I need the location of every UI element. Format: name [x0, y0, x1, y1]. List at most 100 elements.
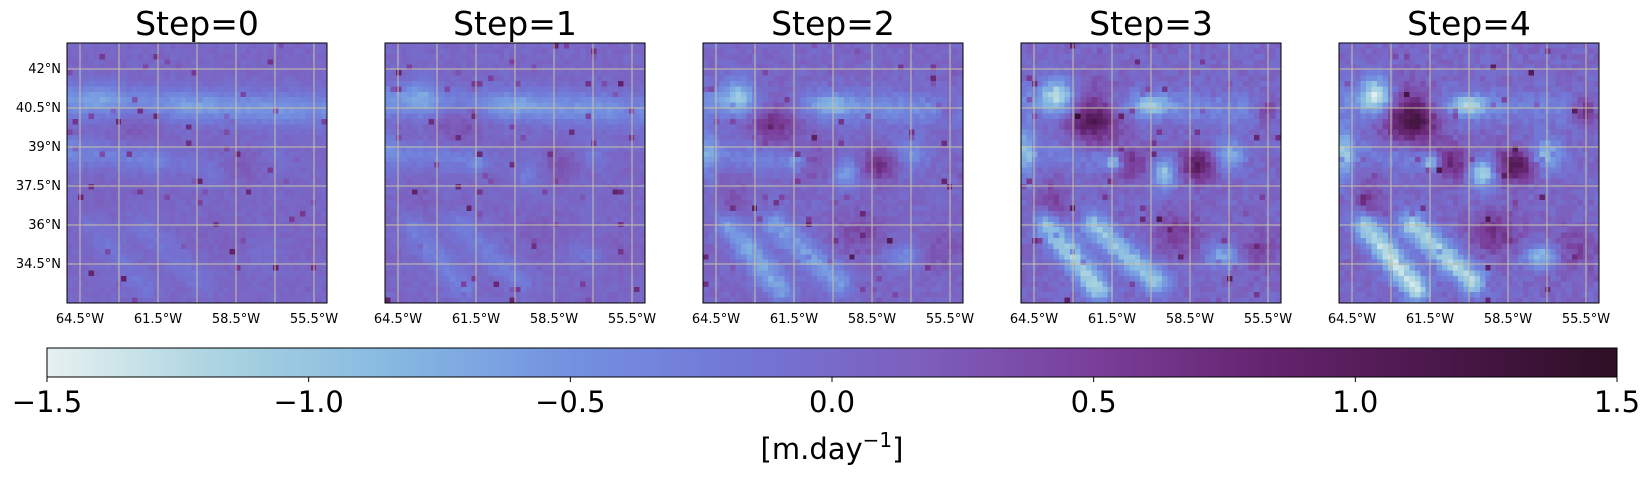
- heatmap-cell: [563, 108, 570, 114]
- heatmap-cell: [482, 216, 489, 223]
- heatmap-cell: [132, 194, 138, 201]
- heatmap-cell: [778, 75, 785, 82]
- heatmap-cell: [240, 151, 247, 158]
- heatmap-cell: [477, 140, 483, 147]
- heatmap-cell: [466, 75, 473, 82]
- heatmap-cell: [234, 216, 241, 223]
- heatmap-cell: [466, 281, 473, 288]
- heatmap-cell: [229, 75, 236, 82]
- heatmap-cell: [762, 75, 769, 82]
- heatmap-cell: [121, 265, 127, 271]
- heatmap-cell: [256, 194, 263, 201]
- heatmap-cell: [299, 156, 306, 163]
- heatmap-cell: [498, 48, 505, 55]
- heatmap-cell: [316, 194, 322, 201]
- heatmap-cell: [455, 286, 462, 293]
- heatmap-cell: [272, 80, 279, 87]
- heatmap-cell: [153, 43, 160, 49]
- heatmap-cell: [234, 162, 241, 168]
- heatmap-cell: [88, 254, 95, 261]
- heatmap-cell: [395, 265, 402, 271]
- heatmap-cell: [299, 189, 306, 196]
- heatmap-cell: [278, 75, 285, 82]
- heatmap-cell: [795, 53, 801, 60]
- heatmap-cell: [218, 108, 225, 114]
- heatmap-cell: [417, 124, 424, 131]
- heatmap-cell: [881, 59, 888, 66]
- heatmap-cell: [542, 275, 548, 282]
- heatmap-cell: [504, 194, 510, 201]
- heatmap-cell: [822, 59, 828, 66]
- heatmap-cell: [428, 243, 435, 250]
- heatmap-cell: [601, 200, 608, 206]
- heatmap-cell: [536, 70, 543, 76]
- heatmap-cell: [439, 53, 445, 60]
- heatmap-cell: [569, 183, 575, 190]
- heatmap-cell: [509, 173, 516, 179]
- heatmap-cell: [245, 259, 252, 266]
- heatmap-cell: [197, 178, 203, 185]
- heatmap-cell: [450, 108, 456, 114]
- heatmap-cell: [110, 156, 117, 163]
- heatmap-cell: [385, 145, 391, 152]
- heatmap-cell: [169, 270, 176, 277]
- heatmap-cell: [132, 97, 138, 103]
- heatmap-cell: [547, 64, 554, 71]
- heatmap-cell: [428, 173, 435, 179]
- heatmap-cell: [487, 118, 494, 125]
- heatmap-cell: [132, 53, 138, 60]
- heatmap-cell: [428, 265, 435, 271]
- heatmap-cell: [596, 238, 603, 244]
- heatmap-cell: [450, 64, 456, 71]
- heatmap-cell: [412, 286, 418, 293]
- heatmap-cell: [412, 200, 418, 206]
- heatmap-cell: [563, 43, 570, 49]
- heatmap-cell: [224, 53, 230, 60]
- heatmap-cell: [401, 140, 408, 147]
- heatmap-cell: [395, 48, 402, 55]
- heatmap-cell: [267, 53, 274, 60]
- heatmap-cell: [262, 216, 268, 223]
- heatmap-cell: [607, 286, 613, 293]
- heatmap-cell: [585, 189, 592, 196]
- heatmap-cell: [757, 53, 763, 60]
- heatmap-cell: [395, 297, 402, 304]
- heatmap-cell: [137, 265, 144, 271]
- heatmap-cell: [504, 254, 510, 261]
- heatmap-cell: [88, 183, 95, 190]
- heatmap-cell: [164, 248, 171, 255]
- heatmap-cell: [229, 297, 236, 304]
- heatmap-cell: [395, 178, 402, 185]
- heatmap-cell: [487, 292, 494, 298]
- heatmap-cell: [607, 64, 613, 71]
- heatmap-cell: [450, 281, 456, 288]
- heatmap-cell: [153, 265, 160, 271]
- heatmap-cell: [262, 135, 268, 141]
- heatmap-cell: [142, 270, 149, 277]
- heatmap-cell: [153, 129, 160, 136]
- heatmap-cell: [272, 113, 279, 120]
- heatmap-cell: [164, 216, 171, 223]
- heatmap-cell: [169, 97, 176, 103]
- heatmap-cell: [159, 194, 165, 201]
- heatmap-cell: [417, 194, 424, 201]
- heatmap-cell: [142, 194, 149, 201]
- heatmap-cell: [137, 167, 144, 174]
- heatmap-cell: [159, 86, 165, 93]
- heatmap-cell: [126, 124, 133, 131]
- heatmap-cell: [536, 145, 543, 152]
- heatmap-cell: [299, 270, 306, 277]
- heatmap-cell: [547, 59, 554, 66]
- heatmap-cell: [207, 102, 214, 109]
- heatmap-cell: [406, 162, 413, 168]
- heatmap-cell: [121, 275, 127, 282]
- heatmap-cell: [197, 118, 203, 125]
- heatmap-cell: [132, 297, 138, 304]
- heatmap-cell: [422, 275, 429, 282]
- heatmap-cell: [262, 200, 268, 206]
- heatmap-cell: [482, 156, 489, 163]
- heatmap-cell: [305, 48, 312, 55]
- heatmap-cell: [321, 275, 328, 282]
- heatmap-cell: [596, 243, 603, 250]
- heatmap-cell: [83, 156, 90, 163]
